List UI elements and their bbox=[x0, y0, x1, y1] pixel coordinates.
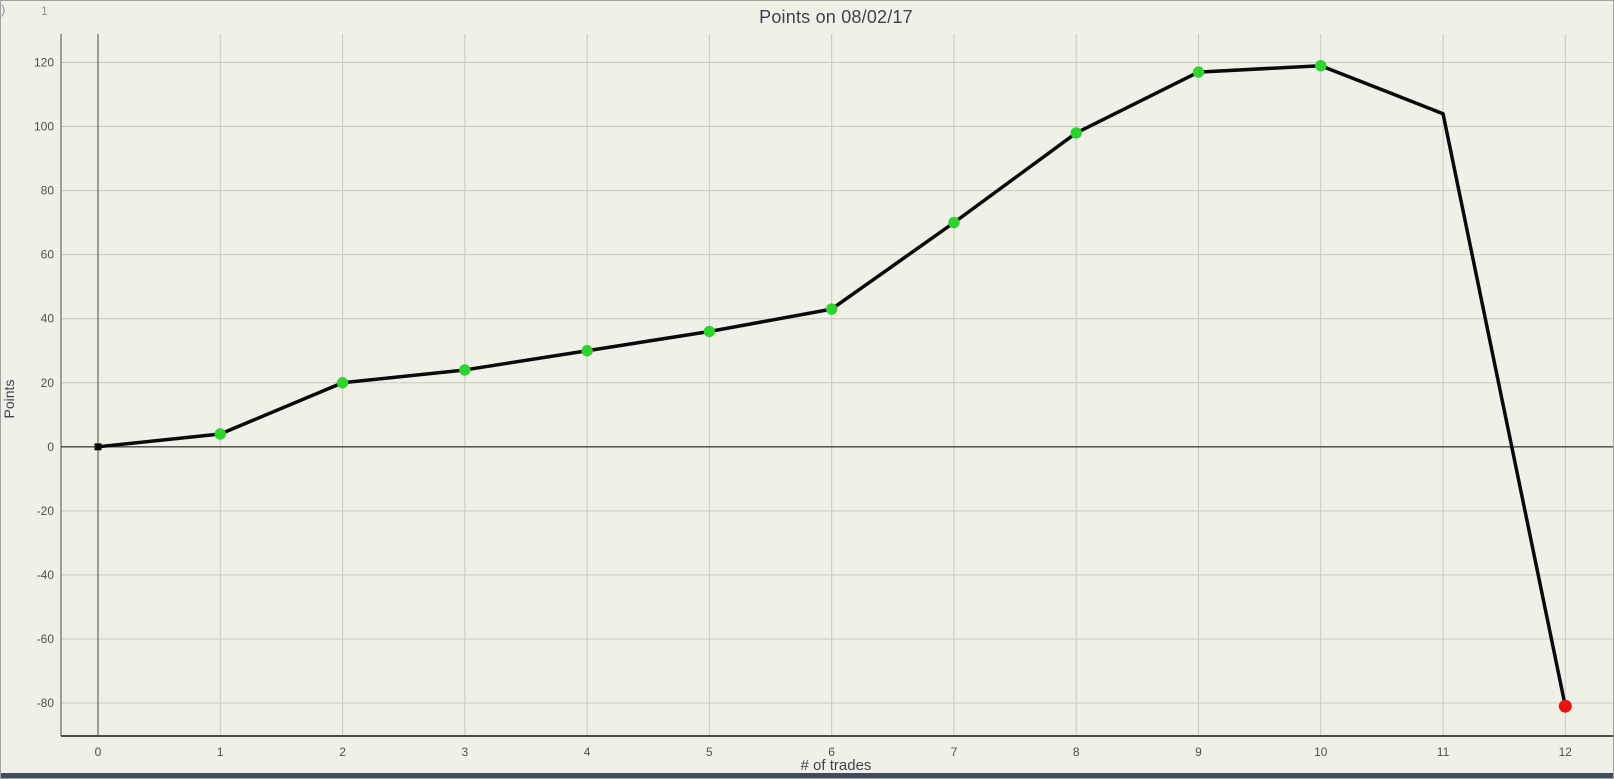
data-point-marker bbox=[825, 303, 838, 315]
window-corner-artifact: ) bbox=[1, 2, 6, 17]
y-tick-label: 20 bbox=[41, 376, 55, 390]
x-tick-label: 0 bbox=[95, 745, 102, 759]
data-point-marker bbox=[1558, 699, 1572, 713]
data-point-marker bbox=[94, 443, 102, 451]
y-tick-label: 120 bbox=[34, 56, 54, 70]
x-tick-label: 11 bbox=[1437, 745, 1450, 759]
y-tick-label: 60 bbox=[41, 248, 55, 262]
data-point-marker bbox=[581, 345, 593, 357]
y-tick-label: 0 bbox=[47, 440, 54, 454]
x-tick-label: 12 bbox=[1559, 745, 1573, 759]
x-tick-label: 8 bbox=[1073, 745, 1080, 759]
y-tick-label: 40 bbox=[41, 312, 55, 326]
y-tick-label: 80 bbox=[41, 184, 55, 198]
x-tick-label: 7 bbox=[951, 745, 958, 759]
x-tick-label: 5 bbox=[706, 745, 713, 759]
y-tick-label: -20 bbox=[37, 504, 55, 518]
x-tick-label: 3 bbox=[461, 745, 468, 759]
y-tick-label: -80 bbox=[37, 696, 55, 710]
y-axis-title: Points bbox=[1, 379, 17, 419]
data-point-marker bbox=[1070, 127, 1082, 139]
window-corner-number: 1 bbox=[41, 4, 48, 18]
data-point-marker bbox=[1192, 66, 1205, 78]
y-tick-label: -60 bbox=[37, 632, 55, 646]
data-point-marker bbox=[336, 377, 349, 389]
x-tick-label: 4 bbox=[584, 745, 591, 759]
data-point-marker bbox=[948, 216, 960, 229]
x-tick-label: 1 bbox=[217, 745, 224, 759]
data-point-marker bbox=[214, 428, 226, 440]
y-tick-label: 100 bbox=[34, 120, 54, 134]
bottom-accent-bar bbox=[1, 773, 1613, 778]
data-point-marker bbox=[459, 364, 471, 376]
x-tick-label: 9 bbox=[1195, 745, 1202, 759]
x-tick-label: 10 bbox=[1314, 745, 1328, 759]
data-point-marker bbox=[703, 325, 716, 338]
y-tick-label: -40 bbox=[37, 568, 55, 582]
chart-title: Points on 08/02/17 bbox=[759, 7, 913, 27]
x-tick-label: 6 bbox=[828, 745, 835, 759]
x-tick-label: 2 bbox=[339, 745, 346, 759]
data-point-marker bbox=[1315, 60, 1327, 72]
x-axis-title: # of trades bbox=[800, 757, 872, 774]
